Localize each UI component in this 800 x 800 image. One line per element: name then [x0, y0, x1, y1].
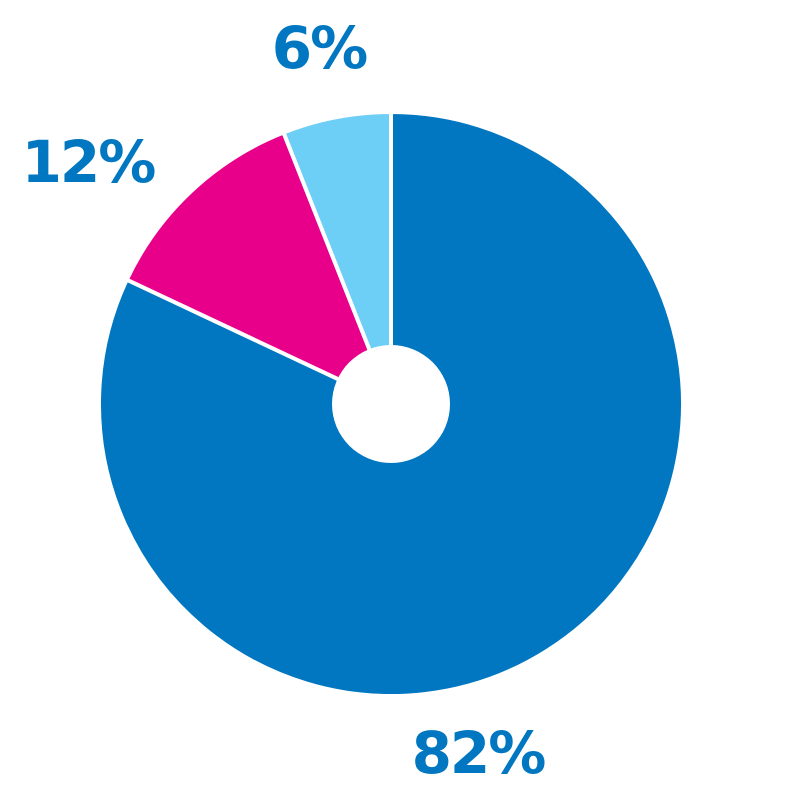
data-label-82: 82% [412, 719, 546, 787]
slice-82 [96, 110, 685, 698]
slice-12 [124, 130, 393, 406]
slice-6 [281, 110, 393, 406]
data-label-6: 6% [272, 14, 367, 82]
data-label-12: 12% [22, 128, 156, 196]
slices-layer [96, 110, 685, 698]
donut-hole [332, 345, 450, 463]
labels-layer: 82% 12% 6% [22, 14, 548, 787]
